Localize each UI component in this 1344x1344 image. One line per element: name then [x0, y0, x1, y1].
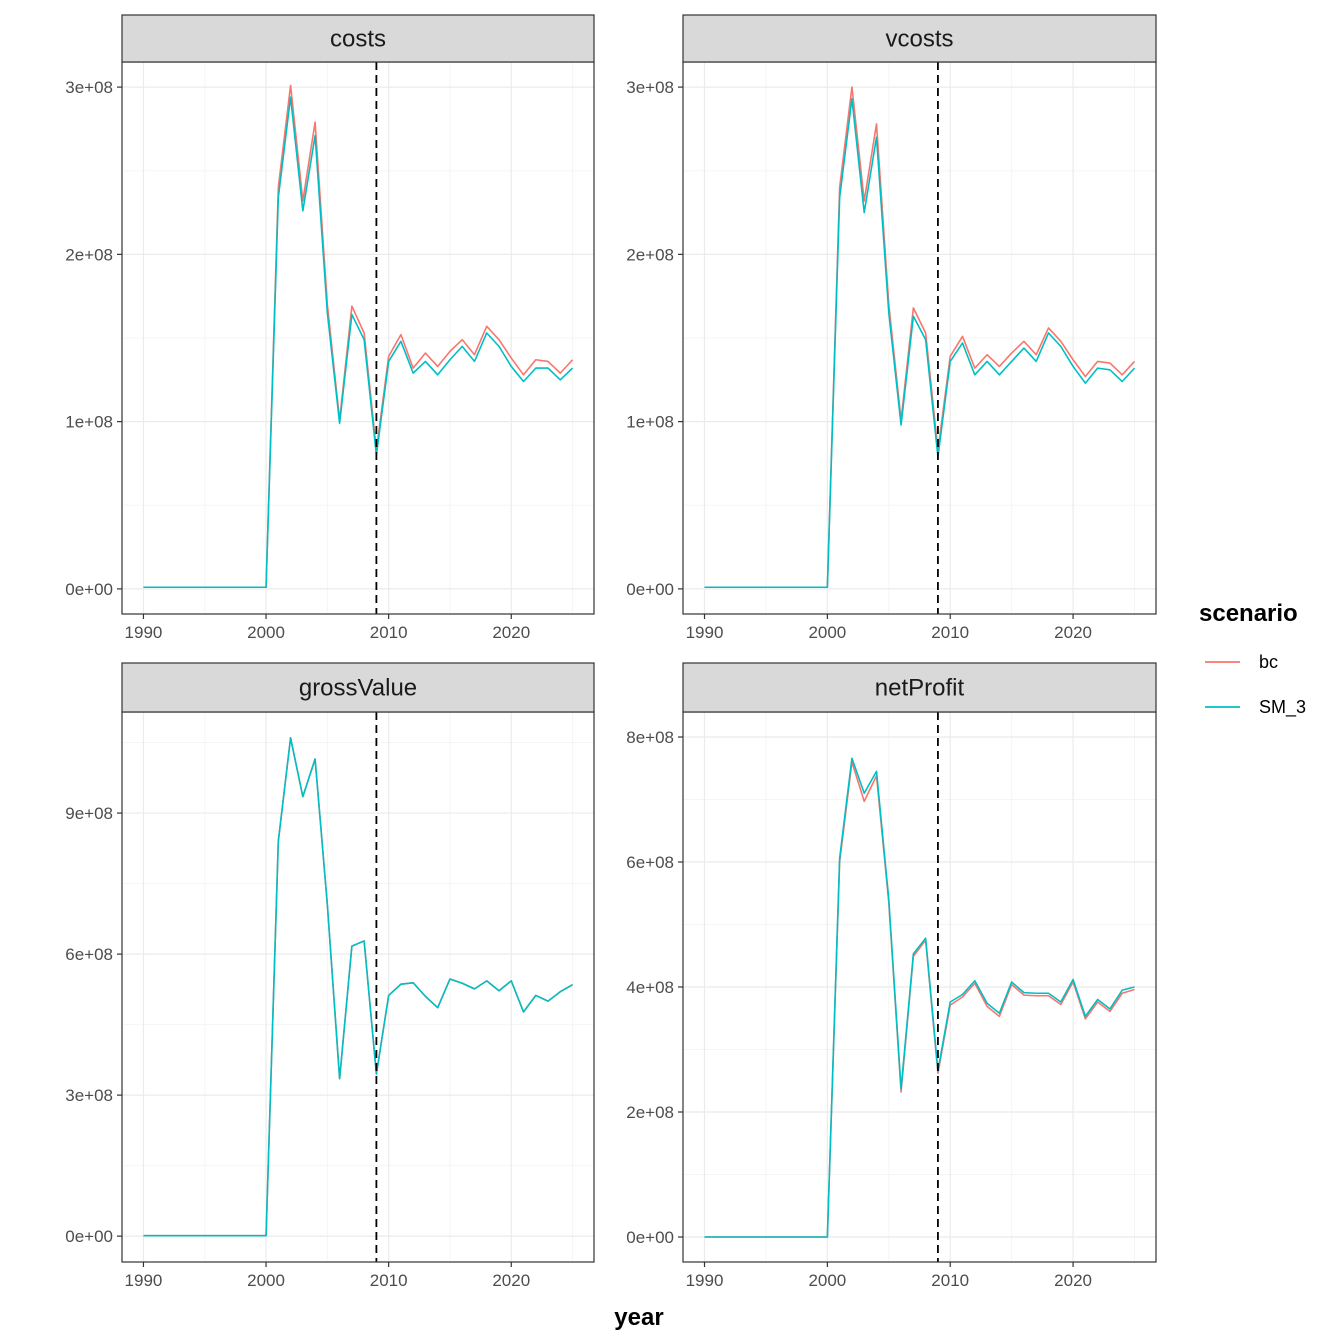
legend-label-bc: bc	[1259, 652, 1278, 672]
x-tick-label: 2010	[370, 1271, 408, 1290]
y-tick-label: 0e+00	[65, 1227, 113, 1246]
x-tick-label: 2020	[492, 623, 530, 642]
x-tick-label: 1990	[686, 1271, 724, 1290]
x-tick-label: 2010	[931, 1271, 969, 1290]
x-tick-label: 1990	[125, 1271, 163, 1290]
facet-strip-label: costs	[330, 26, 386, 53]
facet-strip-label: vcosts	[885, 26, 953, 53]
facet-strip	[682, 14, 1157, 63]
x-tick-label: 1990	[686, 623, 724, 642]
y-tick-label: 2e+08	[65, 245, 113, 264]
facet-panel-grossValue: grossValue 0e+00 3e+08 6e+08 9e+08 1990 2000 20…	[65, 662, 595, 1290]
x-tick-label: 2010	[931, 623, 969, 642]
x-tick-label: 1990	[125, 623, 163, 642]
series-line-SM_3	[143, 737, 573, 1237]
y-tick-label: 2e+08	[626, 245, 674, 264]
x-tick-label: 2020	[492, 1271, 530, 1290]
y-tick-label: 1e+08	[626, 413, 674, 432]
y-tick-label: 3e+08	[626, 78, 674, 97]
series-line-SM_3	[704, 98, 1136, 589]
y-tick-label: 0e+00	[626, 1228, 674, 1247]
y-tick-label: 0e+00	[65, 580, 113, 599]
facet-panel-costs: costs 0e+00 1e+08 2e+08 3e+08 1990 2000 2010 202…	[65, 14, 595, 642]
y-tick-label: 6e+08	[65, 945, 113, 964]
y-tick-label: 9e+08	[65, 804, 113, 823]
legend-label-SM_3: SM_3	[1259, 697, 1306, 718]
facet-strip-label: grossValue	[299, 675, 417, 702]
x-axis-title: year	[614, 1304, 663, 1331]
legend: scenario bc SM_3	[1199, 600, 1306, 718]
x-tick-label: 2000	[808, 1271, 846, 1290]
facet-strip	[121, 14, 595, 63]
x-tick-label: 2020	[1054, 623, 1092, 642]
x-tick-label: 2000	[808, 623, 846, 642]
y-tick-label: 3e+08	[65, 78, 113, 97]
facet-strip	[121, 662, 595, 713]
y-tick-label: 6e+08	[626, 853, 674, 872]
y-tick-label: 2e+08	[626, 1103, 674, 1122]
x-tick-label: 2000	[247, 1271, 285, 1290]
x-tick-label: 2000	[247, 623, 285, 642]
y-tick-label: 3e+08	[65, 1086, 113, 1105]
facet-panel-netProfit: netProfit 0e+00 2e+08 4e+08 6e+08 8e+08 1990 20…	[626, 662, 1157, 1290]
y-tick-label: 1e+08	[65, 413, 113, 432]
facet-strip	[682, 662, 1157, 713]
y-tick-label: 4e+08	[626, 978, 674, 997]
x-tick-label: 2020	[1054, 1271, 1092, 1290]
series-line-SM_3	[704, 757, 1135, 1238]
facet-strip-label: netProfit	[875, 675, 965, 702]
facet-panel-vcosts: vcosts 0e+00 1e+08 2e+08 3e+08 1990 2000 2010 20…	[626, 14, 1157, 642]
y-tick-label: 0e+00	[626, 580, 674, 599]
series-line-SM_3	[143, 96, 574, 589]
y-tick-label: 8e+08	[626, 728, 674, 747]
legend-title: scenario	[1199, 600, 1298, 627]
panel-background	[122, 712, 594, 1262]
x-tick-label: 2010	[370, 623, 408, 642]
